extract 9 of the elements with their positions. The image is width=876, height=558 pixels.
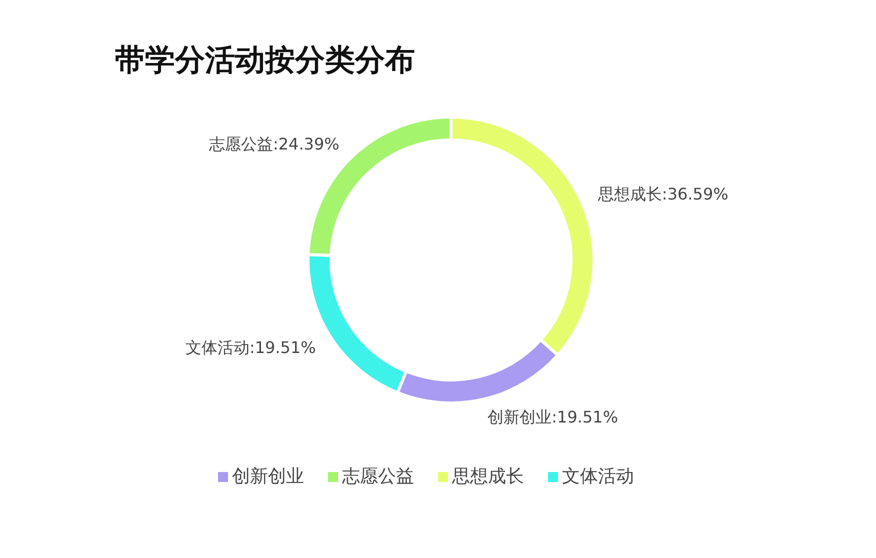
- data-label: 志愿公益:24.39%: [208, 134, 340, 154]
- legend-label: 志愿公益: [342, 466, 414, 487]
- legend-label: 创新创业: [232, 466, 304, 487]
- data-label: 创新创业:19.51%: [488, 407, 618, 426]
- data-label: 思想成长:36.59%: [596, 184, 728, 204]
- chart-title: 带学分活动按分类分布: [115, 42, 415, 80]
- legend-label: 文体活动: [562, 466, 634, 487]
- legend-label: 思想成长: [452, 466, 524, 487]
- data-label: 文体活动:19.51%: [185, 338, 316, 358]
